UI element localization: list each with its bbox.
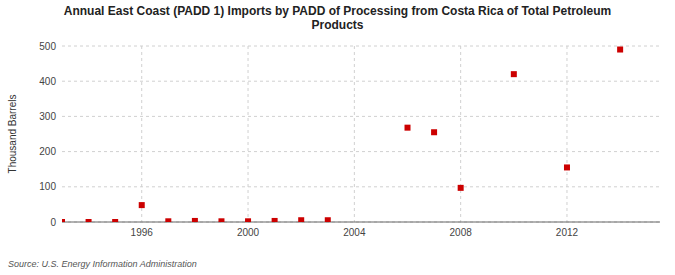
point [431,129,437,135]
x-tick-label: 2004 [343,227,366,238]
title: Annual East Coast (PADD 1) Imports by PA… [64,4,611,32]
y-grid-line [62,116,660,117]
point [192,218,198,222]
point [617,47,623,53]
point [62,219,65,222]
chart: Annual East Coast (PADD 1) Imports by PA… [0,0,675,275]
x-grid-line [566,46,567,222]
y-grid-line [62,186,660,187]
x-tick-label: 2008 [450,227,473,238]
x-tick-label: 2012 [556,227,579,238]
point [272,218,278,222]
point [405,125,411,131]
x-axis-line [62,222,660,223]
point [564,164,570,170]
point [139,202,145,208]
point [112,219,118,222]
y-axis-label: Thousand Barrels [7,95,18,174]
point [86,219,92,222]
point [325,217,331,222]
points [62,47,623,222]
point [245,218,251,222]
x-grid-line [460,46,461,222]
x-tick-label: 1996 [131,227,154,238]
y-tick-label: 300 [39,111,56,122]
y-grid-line [62,222,660,223]
source-note: Source: U.S. Energy Information Administ… [8,259,197,269]
point [298,217,304,222]
point [165,218,171,222]
x-grid-line [141,46,142,222]
y-tick-label: 200 [39,146,56,157]
y-grid-line [62,151,660,152]
y-grid-line [62,46,660,47]
x-grid-line [248,46,249,222]
point [218,218,224,222]
point [511,71,517,77]
y-tick-label: 100 [39,181,56,192]
y-tick-label: 400 [39,76,56,87]
point [458,185,464,191]
grid [62,46,660,222]
y-grid-line [62,81,660,82]
y-tick-label: 0 [50,217,56,228]
x-tick-label: 2000 [237,227,260,238]
x-grid-line [354,46,355,222]
y-tick-label: 500 [39,41,56,52]
